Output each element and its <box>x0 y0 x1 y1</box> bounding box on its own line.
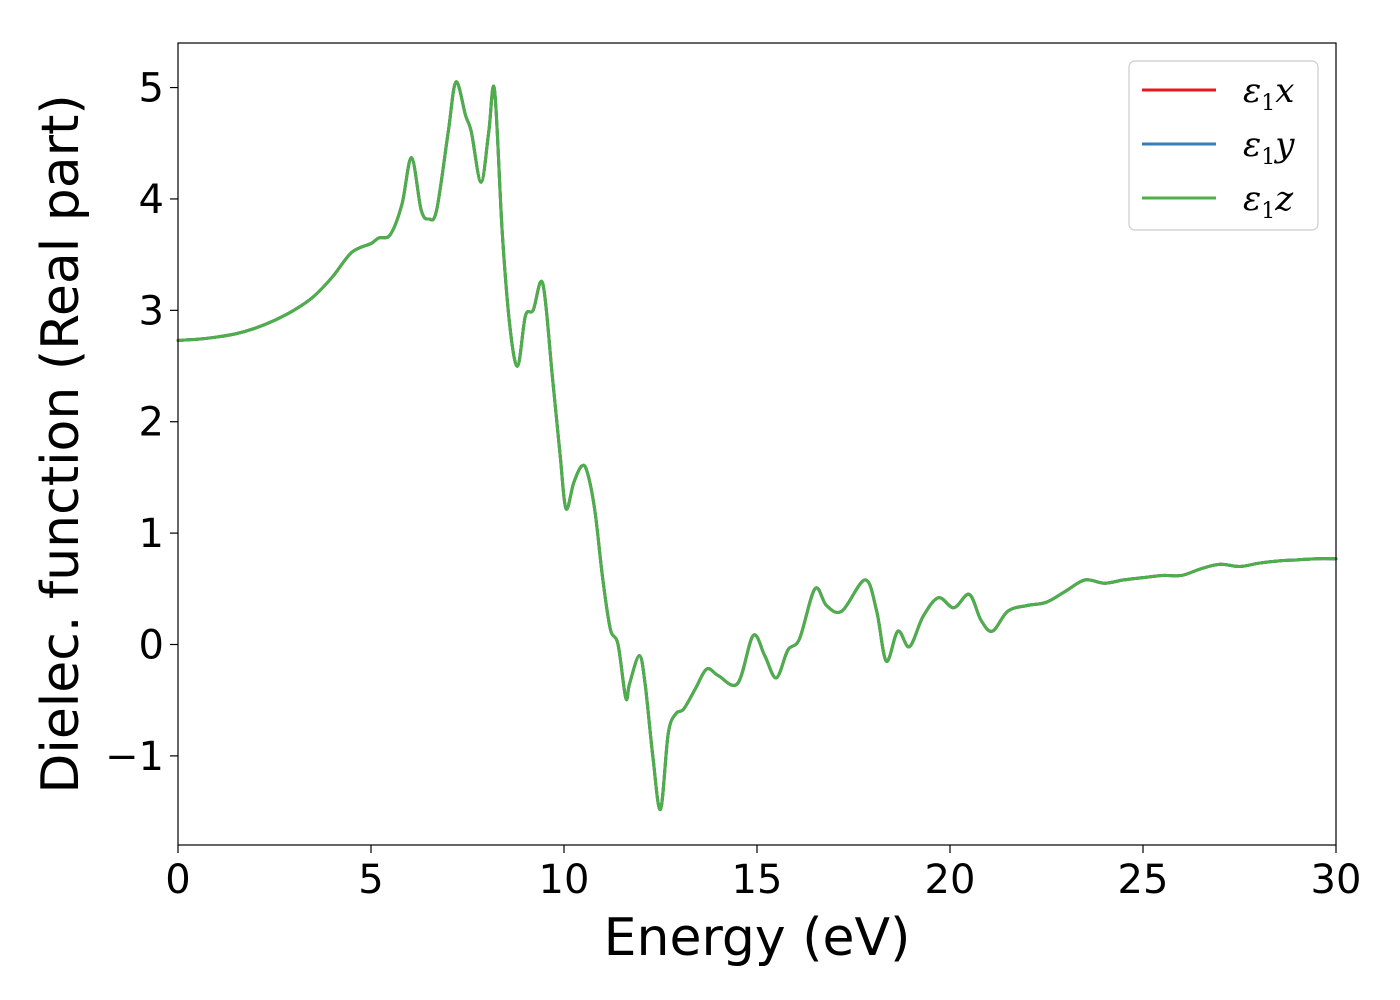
legend-label-y: ε1y <box>1243 125 1295 170</box>
y-tick-label: 1 <box>139 511 164 557</box>
y-tick-label: 3 <box>139 288 164 334</box>
x-tick-label: 5 <box>358 857 383 903</box>
legend-label-x: ε1x <box>1243 71 1294 116</box>
x-tick-label: 15 <box>732 857 783 903</box>
y-tick-label: 5 <box>139 66 164 112</box>
series-line-z <box>176 80 1338 811</box>
x-tick-label: 0 <box>165 857 190 903</box>
x-tick-label: 10 <box>539 857 590 903</box>
y-tick-label: 4 <box>139 177 164 223</box>
legend: ε1x ε1y ε1z <box>1128 60 1319 231</box>
y-axis-label: Dielec. function (Real part) <box>31 94 91 793</box>
y-tick-label: 0 <box>139 623 164 669</box>
series-layer <box>176 80 1338 811</box>
x-tick-label: 20 <box>925 857 976 903</box>
x-axis: 0 5 10 15 20 25 30 <box>165 845 1361 903</box>
y-axis: −1 0 1 2 3 4 5 <box>105 66 178 780</box>
x-tick-label: 30 <box>1311 857 1362 903</box>
y-tick-label: −1 <box>105 734 164 780</box>
legend-frame <box>1128 60 1319 231</box>
y-tick-label: 2 <box>139 400 164 446</box>
x-axis-label: Energy (eV) <box>604 908 911 968</box>
legend-label-z: ε1z <box>1243 179 1294 224</box>
x-tick-label: 25 <box>1118 857 1169 903</box>
